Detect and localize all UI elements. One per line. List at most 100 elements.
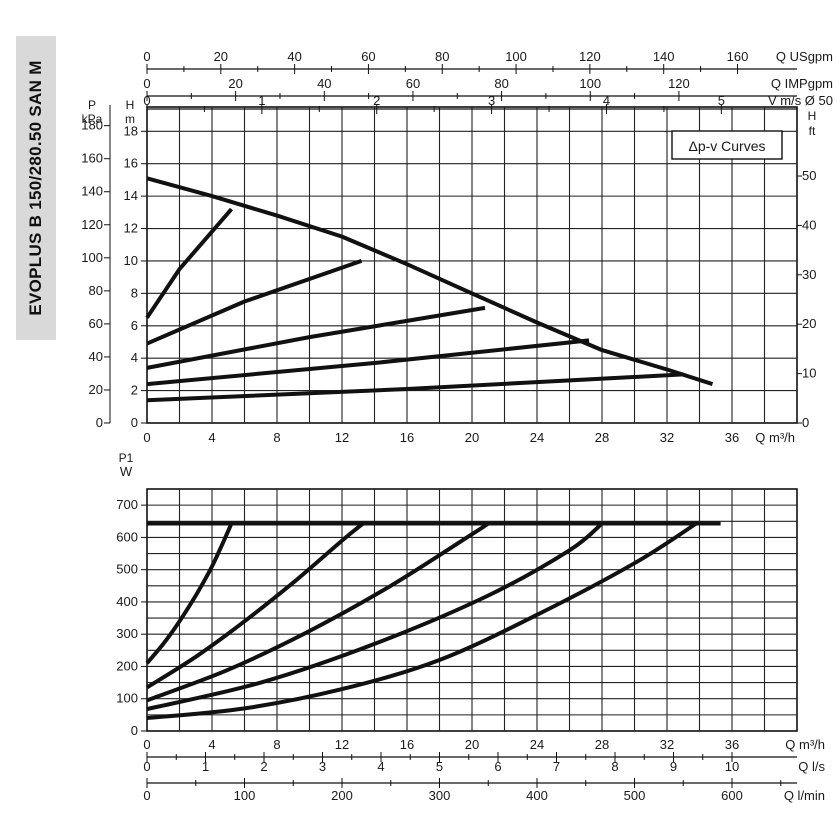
x-tick-label-m3h: 24 [530, 430, 544, 445]
y-tick-label-power: 400 [116, 594, 138, 609]
x-tick-label-m3h: 28 [595, 430, 609, 445]
y-tick-label-power: 300 [116, 626, 138, 641]
y-tick-label-ft: 0 [802, 415, 809, 430]
y-tick-label-power: 100 [116, 691, 138, 706]
x-tick-label-ls: 7 [553, 759, 560, 774]
top-tick-label-usgpm: 100 [505, 49, 527, 64]
x-tick-label-lmin: 400 [526, 788, 548, 803]
x-tick-label-ls: 0 [143, 759, 150, 774]
x-tick-label-m3h: 32 [660, 430, 674, 445]
y-axis-label-ft-unit: ft [809, 124, 816, 138]
x-tick-label-m3h-lower: 16 [400, 737, 414, 752]
top-tick-label-velocity: 1 [258, 93, 265, 108]
y-axis-label-kpa-unit: kPa [82, 112, 103, 126]
title-bar [16, 36, 56, 340]
y-tick-label-power: 500 [116, 562, 138, 577]
power-curve [145, 522, 234, 665]
top-tick-label-velocity: 4 [603, 93, 610, 108]
power-curve [146, 521, 490, 703]
x-tick-label-ls: 2 [260, 759, 267, 774]
y-tick-label-kpa: 0 [96, 415, 103, 430]
y-tick-label-m: 2 [131, 383, 138, 398]
y-tick-label-m: 14 [124, 188, 138, 203]
top-tick-label-velocity: 2 [373, 93, 380, 108]
x-tick-label-lmin: 300 [429, 788, 451, 803]
x-tick-label-m3h: 8 [273, 430, 280, 445]
top-tick-label-usgpm: 60 [361, 49, 375, 64]
y-tick-label-m: 12 [124, 221, 138, 236]
y-tick-label-power: 200 [116, 658, 138, 673]
x-tick-label-ls: 3 [319, 759, 326, 774]
x-tick-label-lmin: 500 [624, 788, 646, 803]
y-axis-label-power-unit: W [120, 464, 133, 479]
x-tick-label-m3h-lower: 8 [273, 737, 280, 752]
y-tick-label-kpa: 40 [89, 349, 103, 364]
y-tick-label-m: 10 [124, 253, 138, 268]
x-tick-label-ls: 5 [436, 759, 443, 774]
y-tick-label-power: 0 [131, 723, 138, 738]
dp-v-curve [145, 207, 234, 319]
x-tick-label-m3h-lower: 12 [335, 737, 349, 752]
x-axis-label-m3h-lower: Q m³/h [785, 737, 825, 752]
x-tick-label-ls: 6 [494, 759, 501, 774]
legend-box [671, 130, 783, 160]
top-tick-label-impgpm: 20 [228, 76, 242, 91]
y-tick-label-kpa: 20 [89, 382, 103, 397]
x-tick-label-lmin: 100 [234, 788, 256, 803]
y-tick-label-power: 600 [116, 529, 138, 544]
x-tick-label-m3h: 20 [465, 430, 479, 445]
y-tick-label-kpa: 120 [81, 217, 103, 232]
y-tick-label-kpa: 80 [89, 283, 103, 298]
x-tick-label-m3h-lower: 28 [595, 737, 609, 752]
y-tick-label-m: 6 [131, 318, 138, 333]
x-tick-label-m3h-lower: 0 [143, 737, 150, 752]
y-tick-label-kpa: 180 [81, 118, 103, 133]
y-tick-label-m: 4 [131, 350, 138, 365]
x-tick-label-m3h: 4 [208, 430, 215, 445]
x-tick-label-ls: 1 [202, 759, 209, 774]
top-tick-label-impgpm: 100 [579, 76, 601, 91]
y-axis-label-m: H [126, 98, 135, 112]
top-tick-label-usgpm: 40 [287, 49, 301, 64]
dp-v-curve [146, 305, 486, 370]
top-tick-label-usgpm: 120 [579, 49, 601, 64]
top-tick-label-usgpm: 140 [653, 49, 675, 64]
dp-v-curve [146, 338, 590, 387]
x-tick-label-ls: 8 [611, 759, 618, 774]
top-axis-label-velocity: V m/s Ø 50 [768, 93, 833, 108]
top-tick-label-impgpm: 60 [406, 76, 420, 91]
y-tick-label-power: 700 [116, 497, 138, 512]
curves-layer [145, 176, 721, 721]
y-tick-label-ft: 30 [802, 267, 816, 282]
grid-layer [146, 106, 798, 732]
x-tick-label-ls: 10 [725, 759, 739, 774]
x-tick-label-m3h: 36 [725, 430, 739, 445]
legend-label: Δp-v Curves [688, 138, 765, 154]
y-tick-label-kpa: 100 [81, 250, 103, 265]
y-tick-label-ft: 10 [802, 366, 816, 381]
x-tick-label-m3h-lower: 24 [530, 737, 544, 752]
top-tick-label-usgpm: 160 [727, 49, 749, 64]
y-tick-label-ft: 50 [802, 168, 816, 183]
power-curve [146, 521, 698, 721]
y-tick-label-m: 8 [131, 285, 138, 300]
dp-v-curve [146, 259, 363, 346]
axes-layer [104, 64, 802, 788]
max-head-curve [146, 176, 714, 387]
labels-layer: 024681012141618020406080100120140160180P… [81, 49, 833, 803]
top-tick-label-velocity: 5 [718, 93, 725, 108]
y-axis-label-kpa: P [88, 98, 96, 112]
y-tick-label-m: 16 [124, 156, 138, 171]
x-tick-label-m3h: 0 [143, 430, 150, 445]
top-tick-label-impgpm: 40 [317, 76, 331, 91]
x-tick-label-m3h-lower: 36 [725, 737, 739, 752]
y-tick-label-kpa: 60 [89, 316, 103, 331]
x-tick-label-lmin: 0 [143, 788, 150, 803]
y-axis-label-power: P1 [119, 451, 134, 465]
y-axis-label-ft: H [808, 109, 817, 123]
y-tick-label-m: 0 [131, 415, 138, 430]
x-tick-label-m3h-lower: 4 [208, 737, 215, 752]
top-tick-label-impgpm: 0 [143, 76, 150, 91]
x-tick-label-m3h-lower: 32 [660, 737, 674, 752]
power-curve [145, 521, 365, 690]
